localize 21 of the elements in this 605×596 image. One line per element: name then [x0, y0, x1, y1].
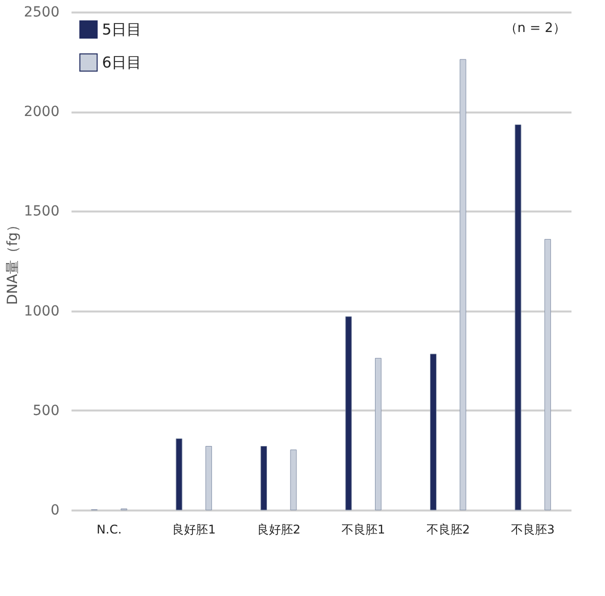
bar [514, 124, 522, 510]
x-tick-label: 不良胚2 [426, 522, 470, 536]
y-tick-label: 1500 [24, 204, 60, 220]
x-tick-label: 不良胚3 [511, 522, 555, 536]
annotation: （n = 2） [504, 21, 566, 36]
y-axis-title: DNA量（fg） [4, 218, 21, 305]
x-tick-label: 不良胚1 [342, 522, 386, 536]
bar [430, 354, 437, 510]
y-tick-label: 2500 [24, 4, 60, 20]
x-tick-label: 良好胚1 [172, 522, 216, 536]
bar [176, 438, 182, 510]
y-tick-label: 500 [32, 402, 60, 419]
bar [345, 316, 352, 510]
legend-label: 6日目 [102, 54, 142, 72]
y-tick-label: 0 [50, 502, 60, 518]
y-tick-label: 1000 [24, 303, 60, 320]
x-tick-label: 良好胚2 [256, 522, 300, 536]
y-tick-label: 2000 [24, 104, 60, 120]
x-tick-label: N.C. [96, 522, 122, 536]
bar [260, 446, 268, 510]
legend-label: 5日目 [102, 20, 142, 38]
